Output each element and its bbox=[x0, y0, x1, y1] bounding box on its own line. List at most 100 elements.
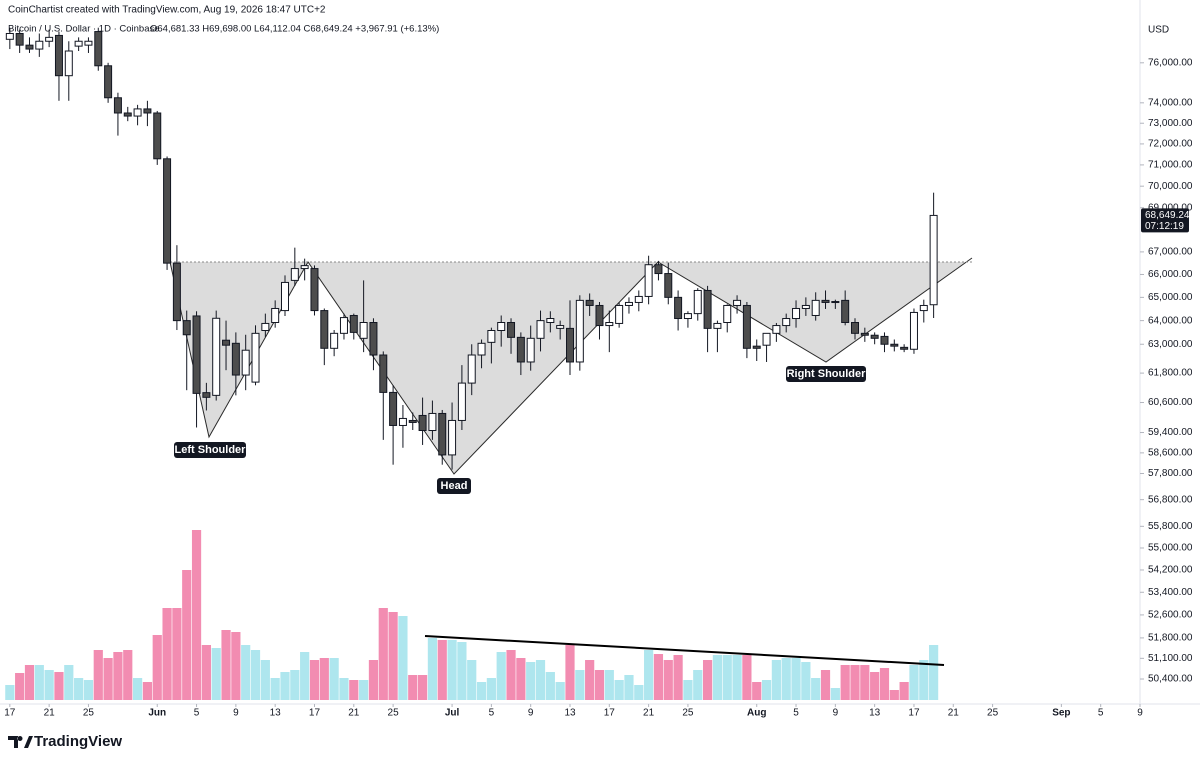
volume-bar bbox=[693, 670, 703, 700]
candle-body bbox=[841, 299, 850, 324]
y-tick-label: 65,000.00 bbox=[1148, 292, 1193, 303]
volume-bar bbox=[152, 635, 162, 700]
volume-bar bbox=[408, 675, 418, 700]
volume-bar bbox=[319, 658, 329, 700]
volume-bar bbox=[270, 678, 280, 700]
x-tick-label: 25 bbox=[388, 708, 400, 719]
volume-bar bbox=[722, 655, 732, 700]
volume-bar bbox=[486, 678, 496, 700]
volume-bar bbox=[280, 672, 290, 700]
x-tick-label: 9 bbox=[1137, 708, 1143, 719]
candle-body bbox=[703, 289, 712, 329]
x-tick-label: 21 bbox=[348, 708, 360, 719]
x-tick-label: 25 bbox=[987, 708, 999, 719]
volume-bar bbox=[820, 670, 831, 700]
volume-bar bbox=[781, 658, 791, 700]
candle-body bbox=[742, 304, 751, 349]
y-tick-label: 55,800.00 bbox=[1148, 521, 1193, 532]
volume-bars bbox=[5, 530, 939, 700]
candle-body bbox=[231, 342, 240, 376]
volume-bar bbox=[879, 668, 890, 700]
y-tick-label: 72,000.00 bbox=[1148, 139, 1193, 150]
candle-body bbox=[310, 268, 319, 312]
x-tick-label: Jul bbox=[445, 708, 460, 719]
y-tick-label: 64,000.00 bbox=[1148, 315, 1193, 326]
volume-bar bbox=[526, 662, 536, 700]
x-tick-label: 17 bbox=[604, 708, 616, 719]
volume-bar bbox=[132, 678, 143, 700]
x-tick-label: 9 bbox=[528, 708, 534, 719]
candle-body bbox=[664, 273, 673, 298]
candle-body bbox=[251, 332, 260, 383]
x-tick-label: 21 bbox=[44, 708, 56, 719]
x-tick-label: 13 bbox=[869, 708, 881, 719]
pattern-fill bbox=[170, 262, 966, 474]
candle-body bbox=[428, 412, 437, 432]
candle-body bbox=[683, 313, 692, 320]
candle-body bbox=[300, 265, 309, 270]
annotation: Right Shoulder bbox=[787, 368, 867, 380]
volume-bar bbox=[378, 608, 388, 700]
volume-bar bbox=[761, 680, 772, 700]
volume-bar bbox=[309, 660, 320, 700]
candle-body bbox=[94, 31, 103, 67]
candle-body bbox=[654, 264, 663, 275]
candle-body bbox=[222, 339, 231, 346]
candle-body bbox=[634, 295, 643, 303]
candle-body bbox=[448, 419, 457, 456]
candle-body bbox=[290, 268, 299, 281]
volume-bar bbox=[644, 650, 654, 700]
x-tick-label: 9 bbox=[833, 708, 839, 719]
volume-bar bbox=[860, 665, 870, 700]
volume-bar bbox=[771, 660, 781, 700]
volume-bar bbox=[742, 655, 752, 700]
volume-bar bbox=[457, 642, 467, 700]
candle-body bbox=[870, 334, 879, 339]
pattern-outline bbox=[169, 257, 973, 475]
x-tick-label: 17 bbox=[309, 708, 321, 719]
volume-bar bbox=[585, 660, 595, 700]
y-tick-label: 71,000.00 bbox=[1148, 160, 1193, 171]
volume-bar bbox=[614, 680, 624, 700]
candle-body bbox=[801, 304, 810, 309]
candle-body bbox=[909, 311, 918, 350]
volume-bar bbox=[830, 688, 840, 700]
y-tick-label: 57,800.00 bbox=[1148, 468, 1193, 479]
y-tick-label: 50,400.00 bbox=[1148, 674, 1193, 685]
candle-body bbox=[860, 332, 869, 336]
y-tick-label: 54,200.00 bbox=[1148, 565, 1193, 576]
volume-bar bbox=[683, 680, 693, 700]
volume-bar bbox=[241, 645, 251, 700]
brand-name: TradingView bbox=[34, 733, 122, 750]
volume-bar bbox=[182, 570, 192, 700]
candle-body bbox=[389, 391, 398, 426]
x-tick-label: 21 bbox=[948, 708, 960, 719]
volume-bar bbox=[83, 680, 94, 700]
last-price-box bbox=[1141, 208, 1189, 233]
candle-body bbox=[35, 40, 44, 50]
candle-body bbox=[182, 320, 191, 336]
volume-bar bbox=[624, 675, 634, 700]
y-tick-label: 61,800.00 bbox=[1148, 368, 1193, 379]
candle-body bbox=[15, 32, 24, 46]
volume-bar bbox=[850, 665, 860, 700]
volume-bar bbox=[712, 655, 723, 700]
x-tick-label: 5 bbox=[793, 708, 799, 719]
candle-body bbox=[526, 337, 535, 363]
candle-body bbox=[163, 158, 172, 264]
candle-body bbox=[359, 322, 368, 339]
volume-bar bbox=[368, 660, 379, 700]
volume-bar bbox=[565, 645, 575, 700]
symbol: Bitcoin / U.S. Dollar · 1D · Coinbase bbox=[8, 24, 160, 35]
volume-bar bbox=[702, 660, 713, 700]
candle-body bbox=[477, 342, 486, 356]
volume-bar bbox=[290, 670, 300, 700]
volume-bar bbox=[840, 665, 850, 700]
volume-bar bbox=[673, 655, 683, 700]
x-tick-label: 9 bbox=[233, 708, 239, 719]
y-tick-label: 69,000.00 bbox=[1148, 202, 1193, 213]
volume-bar bbox=[506, 650, 516, 700]
annotation: Left Shoulder bbox=[175, 444, 247, 456]
